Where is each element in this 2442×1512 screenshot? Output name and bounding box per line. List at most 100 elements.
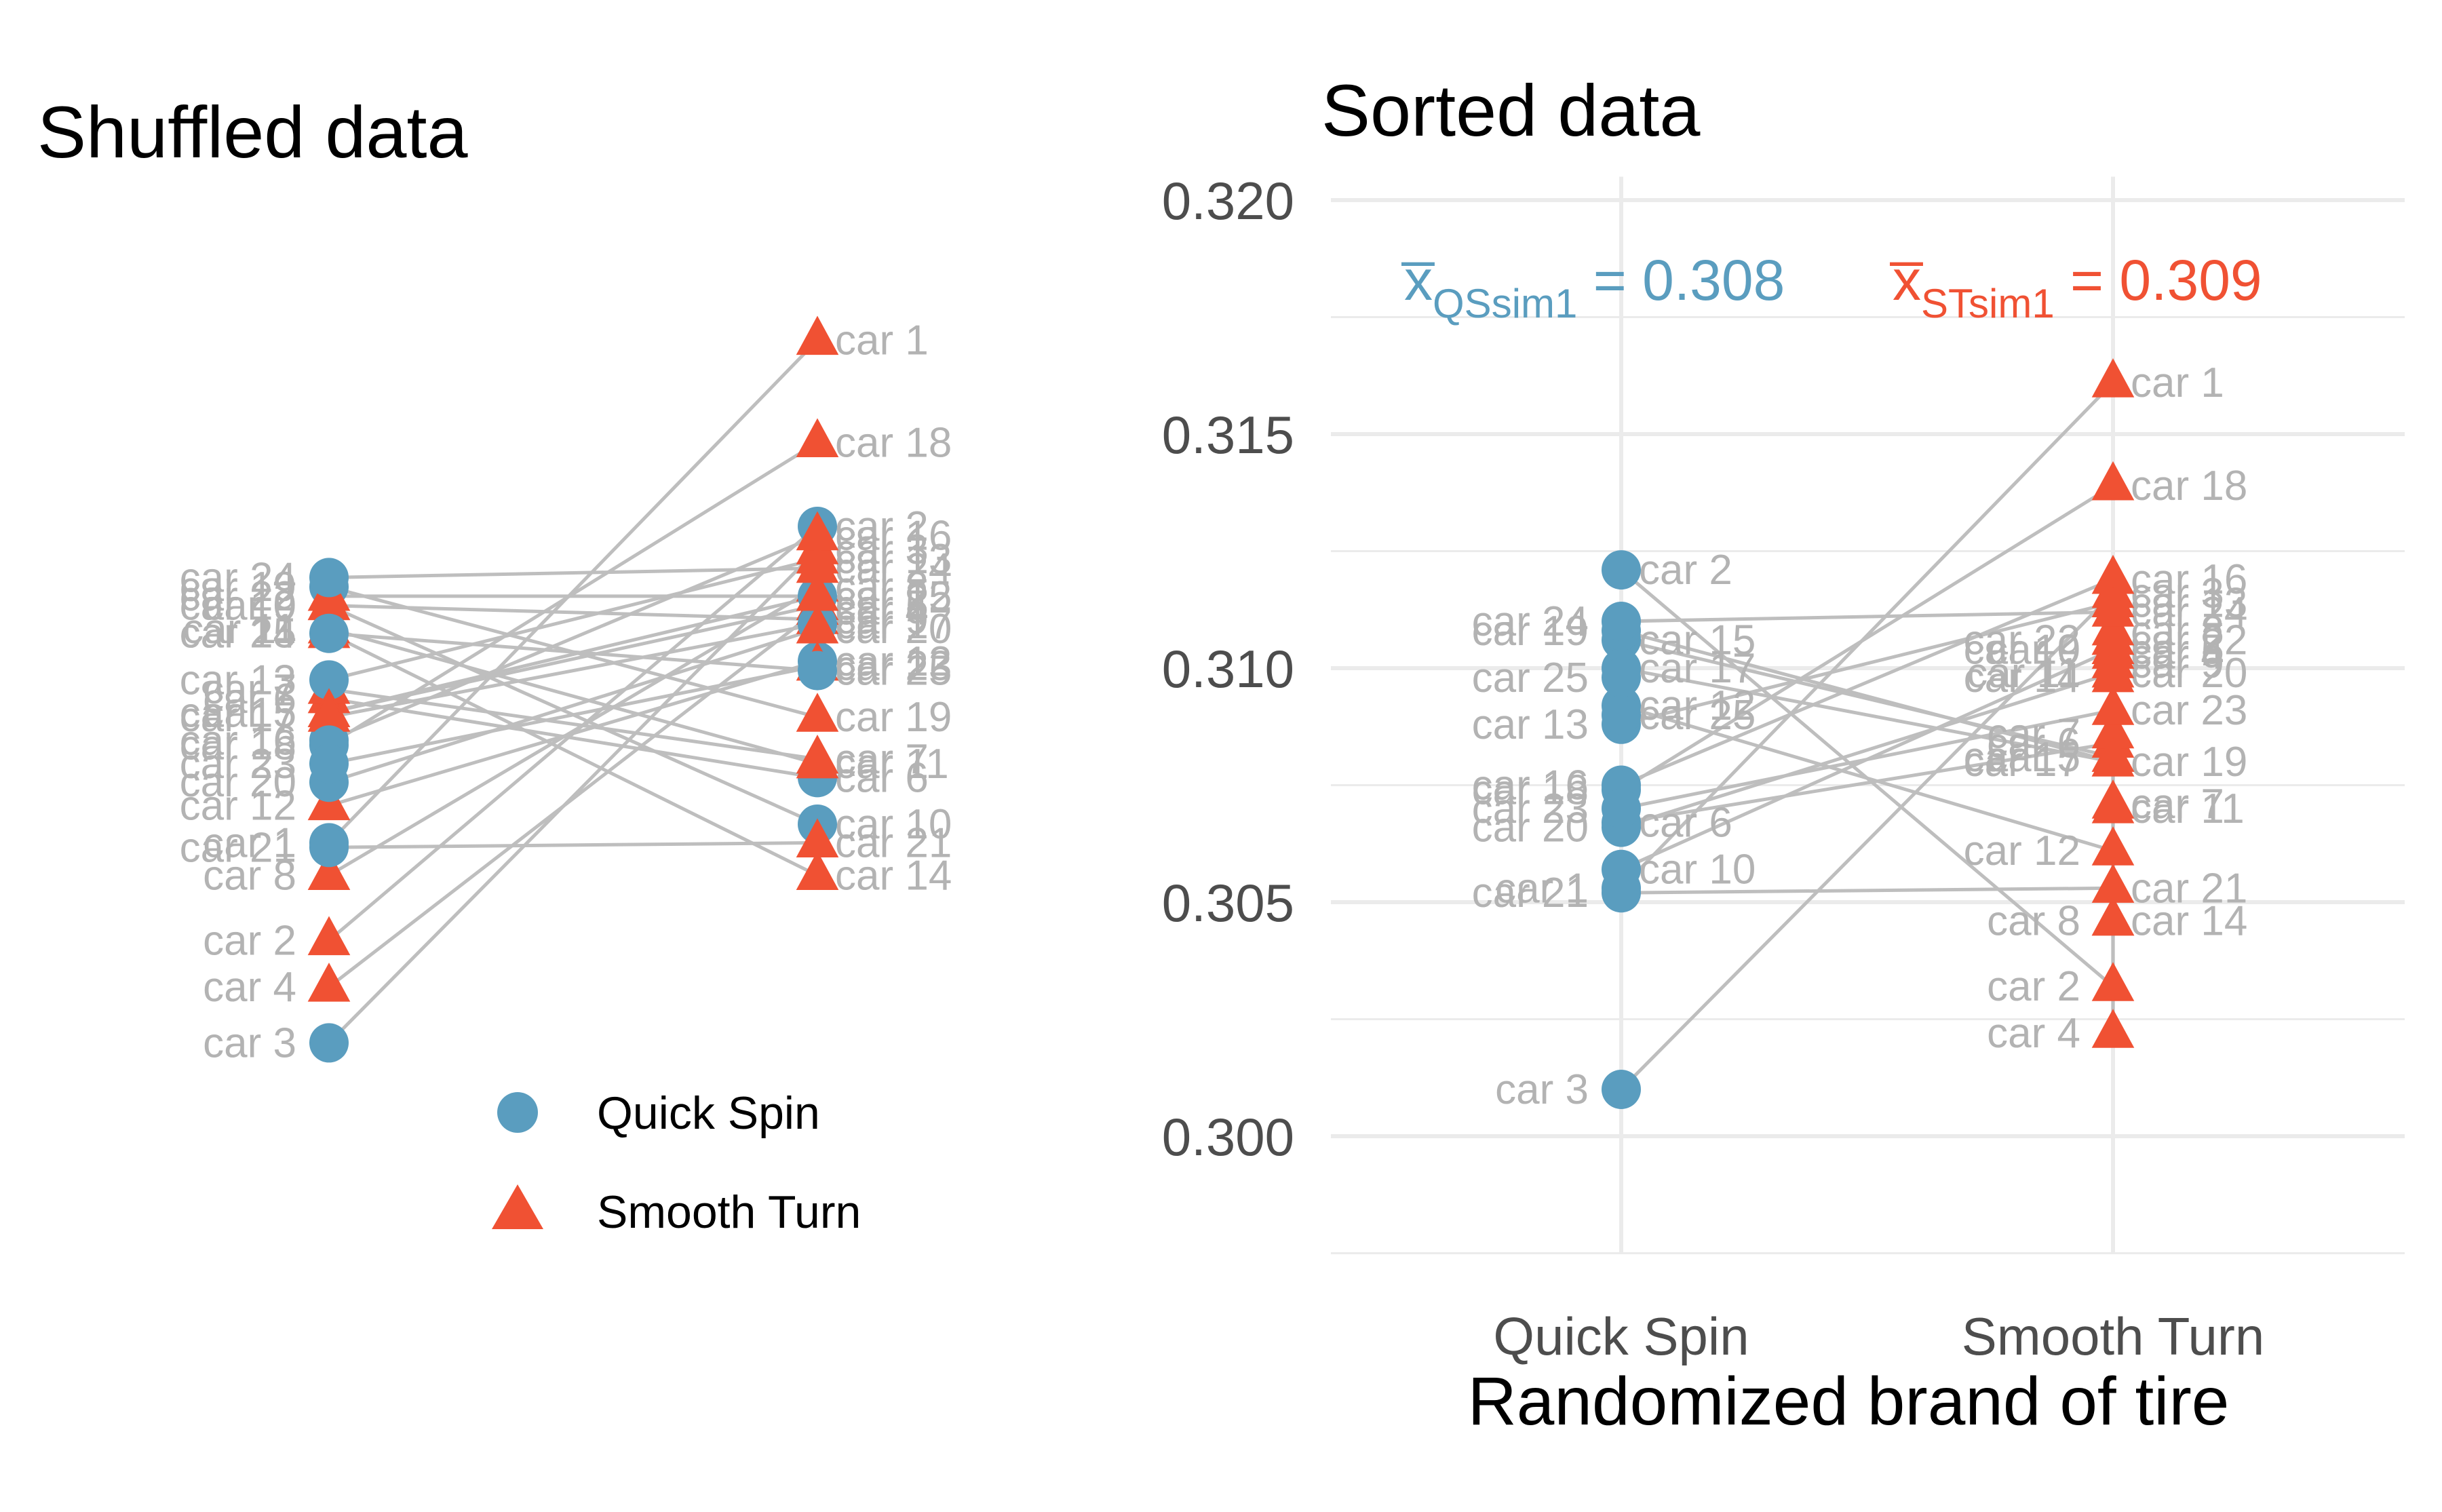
sorted-car-label: car 8 <box>1987 898 2080 945</box>
sorted-pair-line <box>1620 381 2114 890</box>
shuffled-left-car-label: car 8 <box>203 852 296 899</box>
shuffled-left-point <box>309 1023 349 1063</box>
sorted-car-label: car 20 <box>1472 805 1589 851</box>
shuffled-left-car-label: car 18 <box>180 722 296 769</box>
sorted-y-tick-label: 0.320 <box>1162 171 1294 231</box>
shuffled-right-car-label: car 25 <box>835 648 952 695</box>
shuffled-right-point <box>798 651 837 691</box>
shuffled-left-car-label: car 23 <box>180 741 296 788</box>
legend: Quick Spin Smooth Turn <box>492 1087 861 1238</box>
sorted-car-label: car 5 <box>2131 626 2224 673</box>
legend-smooth-turn-marker <box>492 1184 543 1229</box>
sorted-car-label: car 20 <box>2131 650 2247 697</box>
shuffled-right-point <box>796 604 839 644</box>
shuffled-right-car-label: car 24 <box>835 545 952 592</box>
shuffled-left-car-label: car 19 <box>180 564 296 610</box>
mean-quick-spin-value: = 0.308 <box>1577 248 1785 312</box>
sorted-point <box>2091 358 2135 398</box>
shuffled-pair-line <box>328 608 819 989</box>
mean-smooth-turn-subscript: STsim1 <box>1921 281 2055 326</box>
sorted-panel-title: Sorted data <box>1321 69 1701 151</box>
shuffled-right-car-label: car 13 <box>835 536 952 583</box>
shuffled-left-car-label: car 17 <box>180 694 296 741</box>
sorted-car-label: car 2 <box>1987 963 2080 1010</box>
shuffled-right-point <box>796 511 839 551</box>
sorted-car-label: car 12 <box>1964 828 2080 874</box>
shuffled-right-car-label: car 1 <box>835 317 929 364</box>
mean-quick-spin-annotation: x̅QSsim1 = 0.308 <box>1401 248 1785 326</box>
shuffled-left-car-label: car 10 <box>180 583 296 629</box>
legend-quick-spin-marker <box>497 1092 538 1133</box>
sorted-car-label: car 9 <box>2131 640 2224 687</box>
shuffled-right-car-label: car 10 <box>835 801 952 848</box>
sorted-point <box>2091 461 2135 501</box>
shuffled-left-car-label: car 5 <box>203 689 296 736</box>
sorted-car-label: car 6 <box>1987 720 2080 767</box>
shuffled-right-car-label: car 14 <box>835 852 952 899</box>
sorted-point <box>1602 789 1641 828</box>
mean-smooth-turn-annotation: x̅STsim1 = 0.309 <box>1890 248 2262 326</box>
sorted-car-label: car 10 <box>1639 847 1756 893</box>
sorted-car-label: car 16 <box>2131 556 2247 603</box>
sorted-car-label: car 24 <box>2131 589 2247 636</box>
shuffled-right-point <box>796 543 839 583</box>
sorted-point <box>1602 1070 1641 1109</box>
shuffled-pair-line <box>328 697 818 779</box>
sorted-pair-line <box>1620 484 2114 792</box>
sorted-point <box>2091 686 2135 725</box>
sorted-car-label: car 19 <box>2131 739 2247 786</box>
sorted-panel: Sorted data 0.300 0.305 0.310 0.315 0.320 ca… <box>1162 69 2405 1439</box>
shuffled-right-point <box>796 818 839 858</box>
shuffled-left-point <box>307 916 351 956</box>
sorted-x-tick-label: Smooth Turn <box>1962 1306 2265 1366</box>
shuffled-left-point <box>309 660 349 700</box>
sorted-x-axis-title: Randomized brand of tire <box>1468 1363 2230 1439</box>
shuffled-pair-lines <box>328 338 819 1045</box>
shuffled-right-car-label: car 2 <box>835 503 929 550</box>
shuffled-right-point <box>796 418 839 458</box>
shuffled-left-car-label: car 3 <box>203 1020 296 1066</box>
shuffled-right-car-label: car 7 <box>835 736 929 783</box>
shuffled-right-car-label: car 11 <box>835 741 949 788</box>
sorted-y-tick-label: 0.315 <box>1162 405 1294 465</box>
shuffled-right-car-label: car 3 <box>835 526 929 573</box>
shuffled-right-car-label: car 4 <box>835 587 929 634</box>
sorted-pair-line <box>1621 886 2114 895</box>
sorted-car-label: car 3 <box>2131 570 2224 617</box>
shuffled-left-car-label: car 24 <box>180 554 296 601</box>
shuffled-pair-line <box>328 659 818 807</box>
shuffled-left-point <box>309 613 349 653</box>
shuffled-pair-line <box>328 627 818 766</box>
shuffled-pair-line <box>328 840 818 849</box>
sorted-point <box>1602 657 1641 697</box>
sorted-y-tick-labels: 0.300 0.305 0.310 0.315 0.320 <box>1162 171 1294 1167</box>
sorted-car-label: car 17 <box>1964 739 2080 786</box>
shuffled-pair-line <box>328 338 819 845</box>
shuffled-left-point <box>307 851 351 891</box>
shuffled-left-point <box>307 963 351 1002</box>
sorted-car-label: car 18 <box>2131 463 2247 509</box>
sorted-car-label: car 10 <box>1964 626 2080 673</box>
shuffled-right-car-label: car 17 <box>835 601 952 648</box>
sorted-point <box>2091 1009 2135 1048</box>
shuffled-pair-line <box>328 622 818 719</box>
shuffled-pair-line <box>328 627 818 784</box>
sorted-x-tick-labels: Quick Spin Smooth Turn <box>1493 1306 2264 1366</box>
sorted-car-label: car 2 <box>1639 547 1732 594</box>
sorted-car-label: car 16 <box>1472 762 1589 809</box>
sorted-car-label: car 8 <box>2131 608 2224 655</box>
sorted-pair-line <box>1621 638 2114 759</box>
sorted-pair-line <box>1620 592 2114 1091</box>
sorted-car-label: car 5 <box>1987 734 2080 781</box>
sorted-point <box>2091 709 2135 749</box>
sorted-car-label: car 12 <box>1639 682 1756 729</box>
shuffled-left-car-label: car 15 <box>180 689 296 736</box>
sorted-y-tick-label: 0.305 <box>1162 873 1294 933</box>
sorted-car-label: car 9 <box>1987 626 2080 673</box>
sorted-pair-line <box>1621 741 2114 825</box>
sorted-car-label: car 18 <box>1472 767 1589 813</box>
sorted-car-label: car 3 <box>1495 1066 1589 1113</box>
shuffled-right-point <box>796 315 839 355</box>
